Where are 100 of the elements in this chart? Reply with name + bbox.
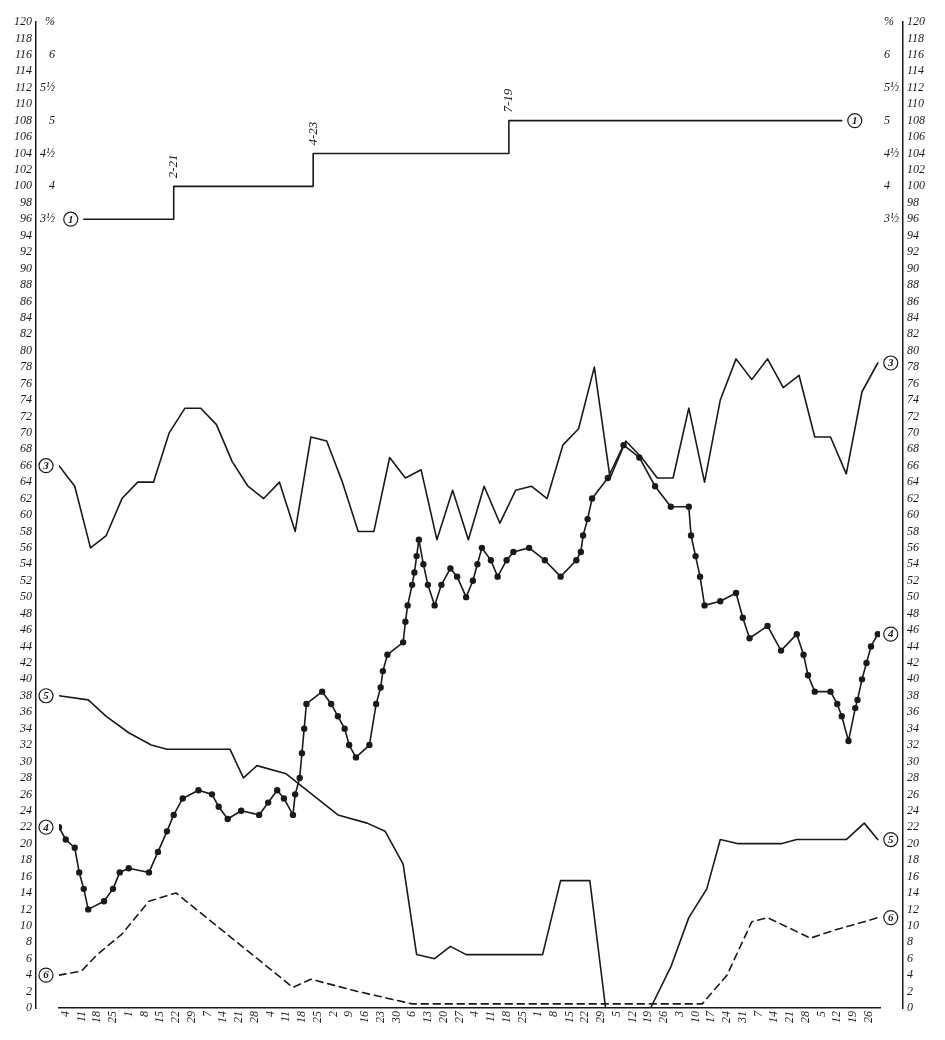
x-tick-label: 5 xyxy=(608,1011,623,1017)
y-tick-label: 80 xyxy=(20,342,32,357)
y2-tick-label: 16 xyxy=(907,868,919,883)
y2-tick-label: 14 xyxy=(907,885,919,900)
x-tick-label: 5 xyxy=(813,1011,828,1017)
x-tick-label: 22 xyxy=(577,1011,592,1023)
y2-tick-label: 86 xyxy=(907,293,919,308)
y2-tick-label: 80 xyxy=(907,342,919,357)
y-tick-label: 66 xyxy=(20,457,32,472)
y2-tick-label: 10 xyxy=(907,917,919,932)
y-tick-label: 84 xyxy=(20,309,32,324)
y-tick-label: 64 xyxy=(20,474,32,489)
x-tick-label: 10 xyxy=(687,1011,702,1023)
x-tick-label: 15 xyxy=(561,1011,576,1023)
y2-tick-label: 72 xyxy=(907,408,919,423)
y-tick-label: 8 xyxy=(26,934,32,949)
y-tick-label: 110 xyxy=(14,96,32,111)
y2-tick-label: 60 xyxy=(907,507,919,522)
x-tick-label: 15 xyxy=(152,1011,167,1023)
text: 6 xyxy=(888,910,894,923)
y-tick-label: 38 xyxy=(19,687,32,702)
y-tick-label: 56 xyxy=(20,540,32,555)
y-tick-label: 88 xyxy=(20,277,32,292)
y3-tick-label: 5½ xyxy=(40,79,55,94)
x-tick-label: 16 xyxy=(357,1011,372,1023)
y-tick-label: 118 xyxy=(14,30,32,45)
x-tick-label: 22 xyxy=(168,1011,183,1023)
annotation: 4-23 xyxy=(304,121,320,146)
y-tick-label: 100 xyxy=(14,178,32,193)
y-tick-label: 106 xyxy=(14,129,32,144)
annotation: 7-19 xyxy=(500,88,516,113)
y2-tick-label: 100 xyxy=(907,178,925,193)
x-tick-label: 31 xyxy=(734,1011,749,1024)
y-tick-label: 52 xyxy=(20,572,32,587)
y3-tick-label: % xyxy=(45,14,55,29)
y3-tick-label: 4 xyxy=(49,178,55,193)
x-tick-label: 1 xyxy=(530,1011,545,1017)
x-tick-label: 8 xyxy=(136,1011,151,1017)
y2-tick-label: 36 xyxy=(906,704,919,719)
y2-tick-label: 94 xyxy=(907,227,919,242)
y-tick-label: 94 xyxy=(20,227,32,242)
y2-tick-label: 68 xyxy=(907,441,919,456)
x-tick-label: 30 xyxy=(388,1011,403,1024)
y-tick-label: 62 xyxy=(20,490,32,505)
y2-tick-label: 64 xyxy=(907,474,919,489)
y-tick-label: 0 xyxy=(26,1000,32,1015)
x-tick-label: 19 xyxy=(845,1011,860,1023)
y-tick-label: 58 xyxy=(20,523,32,538)
legend-label: 5 xyxy=(884,112,890,127)
x-tick-label: 8 xyxy=(546,1011,561,1017)
series-label: 4 xyxy=(42,820,50,833)
y-tick-label: 2 xyxy=(26,983,32,998)
y2-tick-label: 56 xyxy=(907,540,919,555)
y2-tick-label: 98 xyxy=(907,194,919,209)
y2-tick-label: 12 xyxy=(907,901,919,916)
x-tick-label: 13 xyxy=(420,1011,435,1023)
y3-tick-label: 3½ xyxy=(39,211,55,226)
y2-tick-label: 38 xyxy=(906,687,919,702)
y2-tick-label: 28 xyxy=(907,770,919,785)
text: 4½ xyxy=(884,145,899,160)
y2-tick-label: 76 xyxy=(907,375,919,390)
y2-tick-label: 48 xyxy=(907,605,919,620)
series-label: 3 xyxy=(887,356,894,369)
y-tick-label: 24 xyxy=(20,802,32,817)
y2-tick-label: 20 xyxy=(907,835,919,850)
text: 5 xyxy=(43,689,49,702)
y-tick-label: 44 xyxy=(20,638,32,653)
x-tick-label: 21 xyxy=(231,1011,246,1023)
y-tick-label: 68 xyxy=(20,441,32,456)
x-tick-label: 4 xyxy=(467,1011,482,1017)
x-tick-label: 27 xyxy=(451,1010,466,1023)
x-tick-label: 14 xyxy=(766,1011,781,1023)
y-tick-label: 36 xyxy=(19,704,32,719)
y2-tick-label: 70 xyxy=(907,424,919,439)
y2-tick-label: 40 xyxy=(907,671,919,686)
y-tick-label: 96 xyxy=(20,211,32,226)
y-tick-label: 74 xyxy=(20,392,32,407)
x-tick-label: 11 xyxy=(73,1011,88,1023)
x-tick-label: 26 xyxy=(656,1011,671,1023)
y-tick-label: 98 xyxy=(20,194,32,209)
y2-tick-label: 42 xyxy=(907,655,919,670)
y2-tick-label: 44 xyxy=(907,638,919,653)
x-tick-label: 7 xyxy=(199,1010,214,1017)
text: 5 xyxy=(888,832,894,845)
y2-tick-label: 106 xyxy=(907,129,925,144)
y-tick-label: 50 xyxy=(20,589,32,604)
y-tick-label: 82 xyxy=(20,326,32,341)
y2-tick-label: 96 xyxy=(907,211,919,226)
y-tick-label: 76 xyxy=(20,375,32,390)
x-tick-label: 23 xyxy=(372,1011,387,1023)
y2-tick-label: 92 xyxy=(907,244,919,259)
y-tick-label: 28 xyxy=(20,770,32,785)
x-tick-label: 25 xyxy=(514,1011,529,1023)
y-tick-label: 112 xyxy=(14,79,32,94)
x-tick-label: 6 xyxy=(404,1011,419,1017)
y2-tick-label: 22 xyxy=(907,819,919,834)
y2-tick-label: 30 xyxy=(906,753,919,768)
y-tick-label: 22 xyxy=(20,819,32,834)
y2-tick-label: 6 xyxy=(907,950,913,965)
y-tick-label: 26 xyxy=(20,786,32,801)
